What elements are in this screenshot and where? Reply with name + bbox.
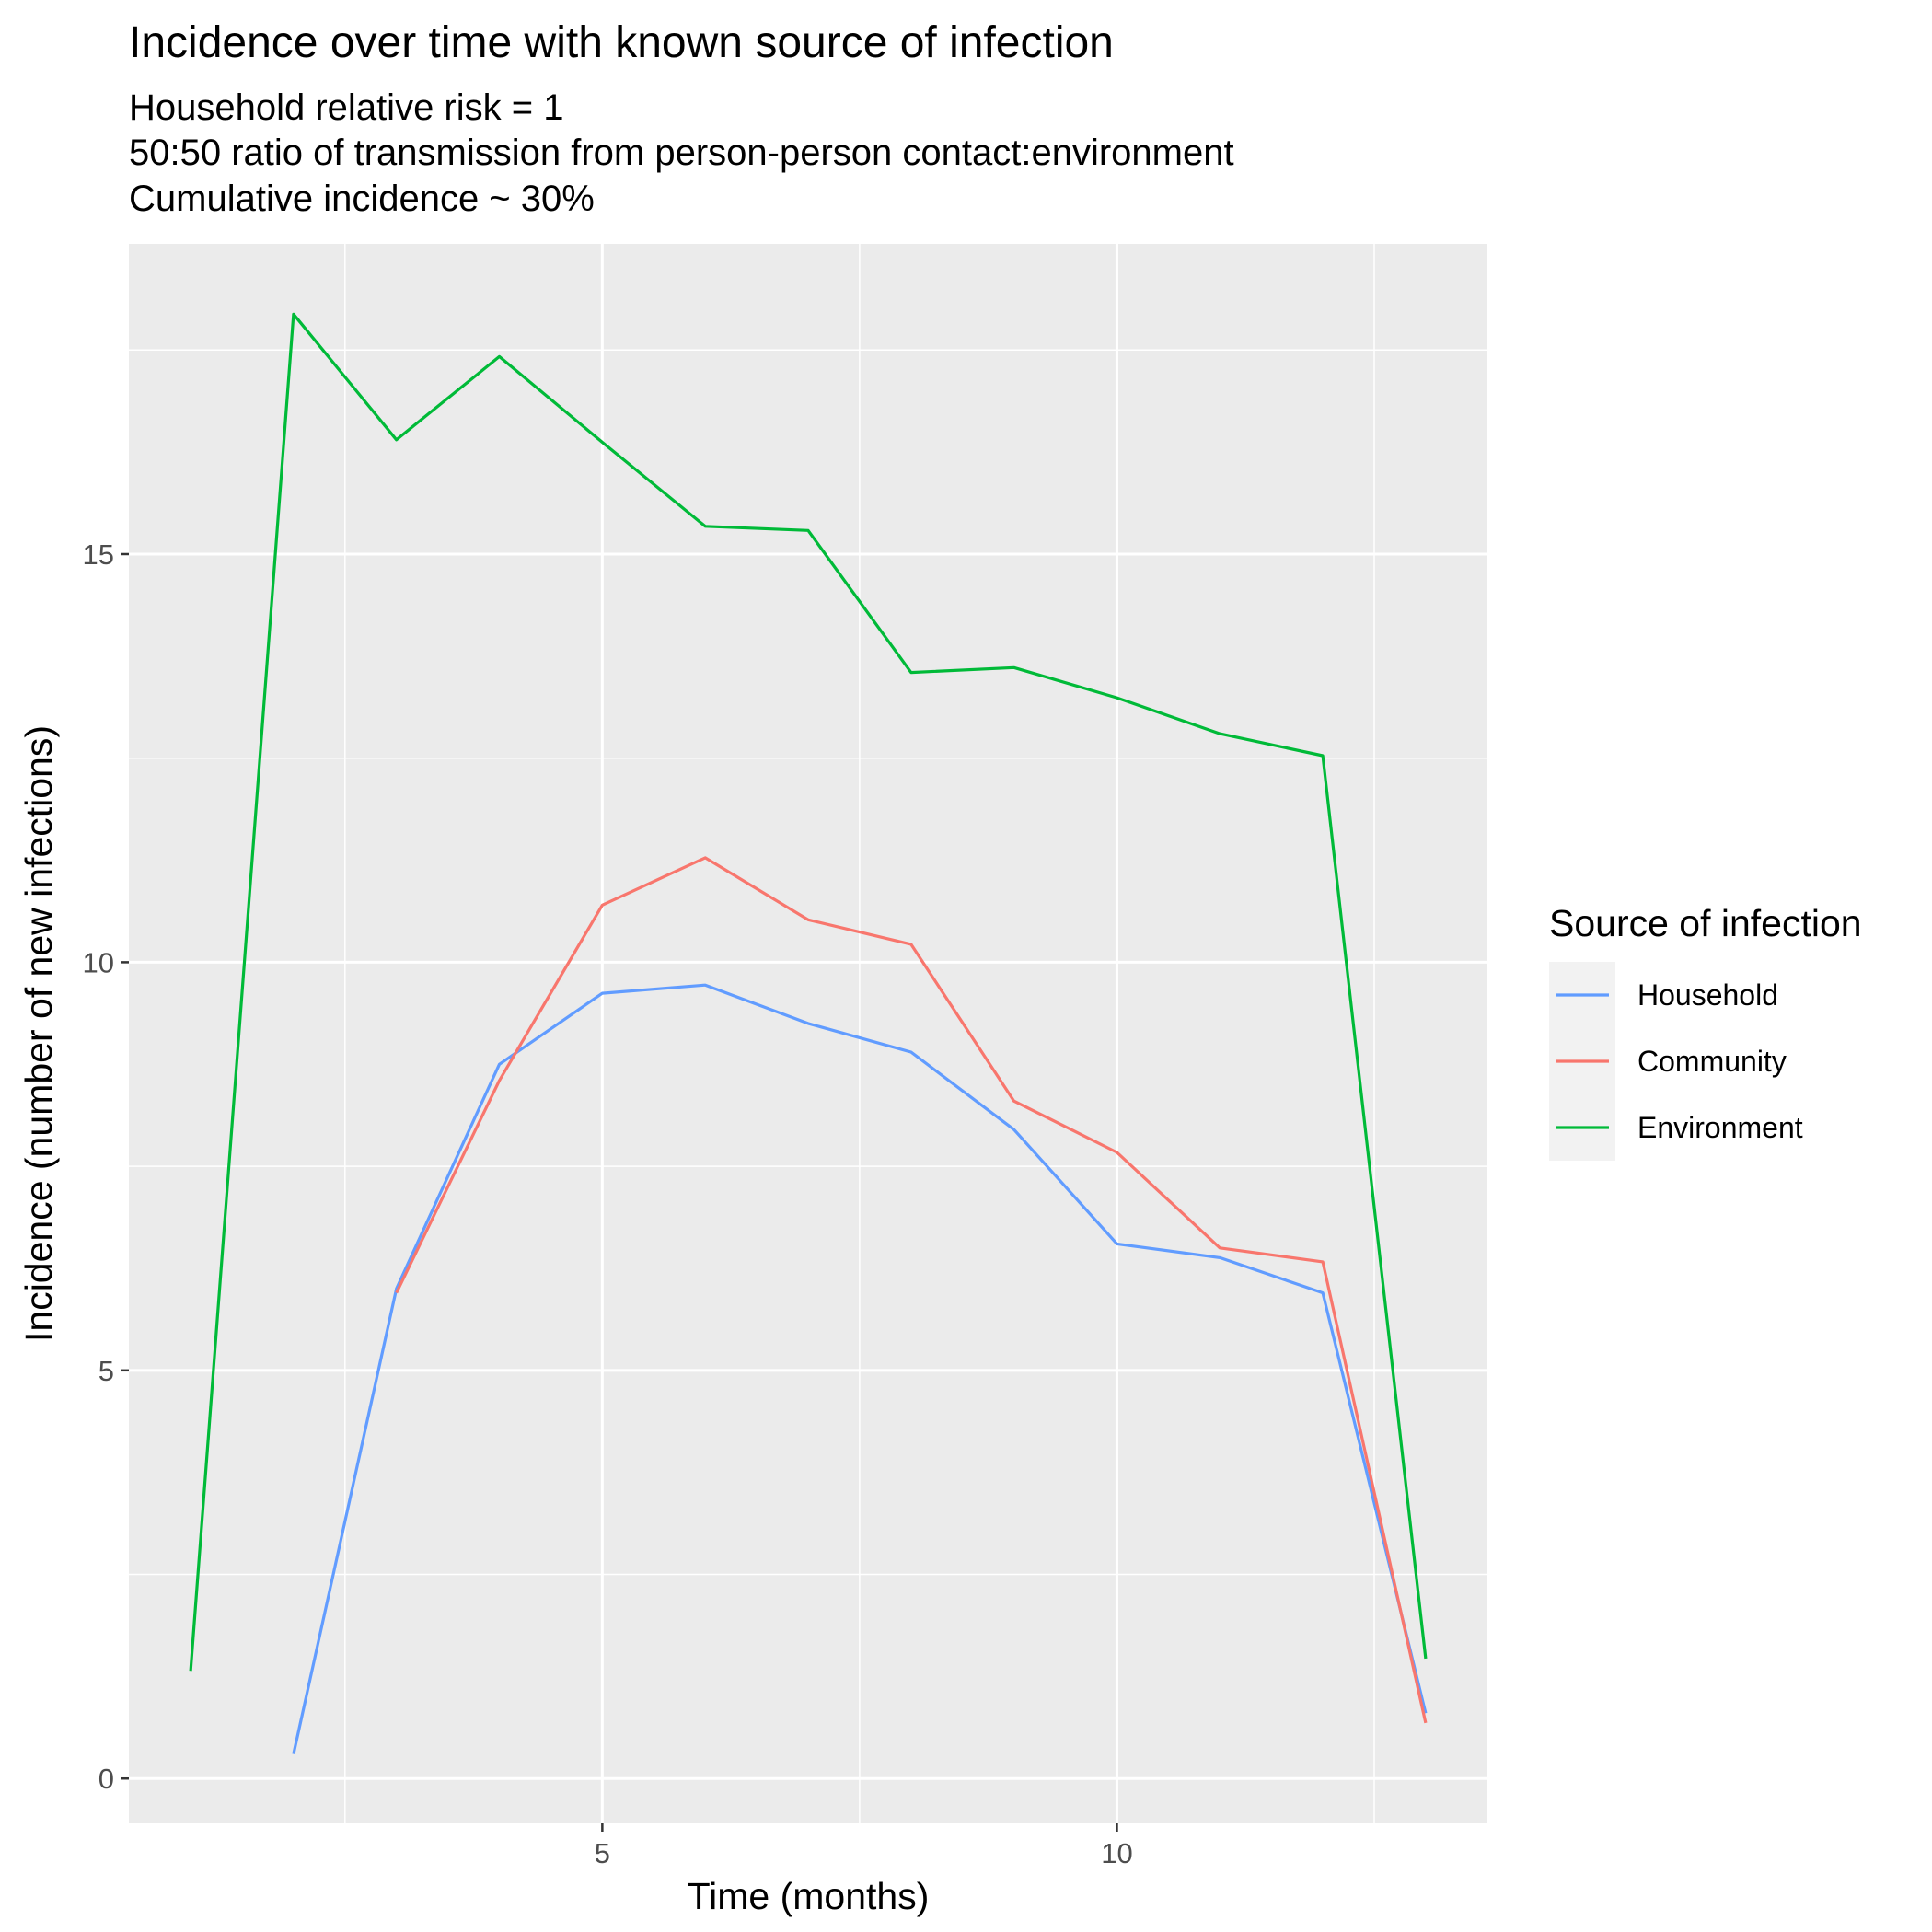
chart-subtitle-line-2: 50:50 ratio of transmission from person-…	[129, 133, 1234, 173]
chart-subtitle-line-3: Cumulative incidence ~ 30%	[129, 179, 595, 219]
chart-title: Incidence over time with known source of…	[129, 18, 1114, 67]
legend: Source of infection Household Community En…	[1549, 902, 1862, 1161]
legend-title: Source of infection	[1549, 902, 1862, 944]
plot-panel	[129, 244, 1487, 1823]
axes: 0 5 10 15 5 10	[83, 538, 1133, 1869]
series-line-household	[292, 983, 1428, 1754]
legend-label-environment: Environment	[1637, 1111, 1803, 1144]
series-line-environment	[189, 312, 1428, 1672]
y-tick-label: 15	[83, 538, 114, 571]
series-line-community	[395, 856, 1428, 1724]
y-tick-label: 5	[98, 1355, 114, 1387]
x-axis-title: Time (months)	[688, 1875, 930, 1917]
x-tick-label: 5	[595, 1837, 610, 1869]
grid-lines	[129, 244, 1487, 1823]
data-series	[189, 312, 1428, 1754]
y-tick-label: 10	[83, 946, 114, 978]
y-axis-title: Incidence (number of new infections)	[17, 725, 60, 1342]
legend-items: Household Community Environment	[1556, 978, 1803, 1144]
x-tick-label: 10	[1101, 1837, 1132, 1869]
legend-label-community: Community	[1637, 1045, 1787, 1078]
y-tick-label: 0	[98, 1763, 114, 1795]
legend-label-household: Household	[1637, 978, 1778, 1012]
chart-subtitle-line-1: Household relative risk = 1	[129, 87, 563, 128]
